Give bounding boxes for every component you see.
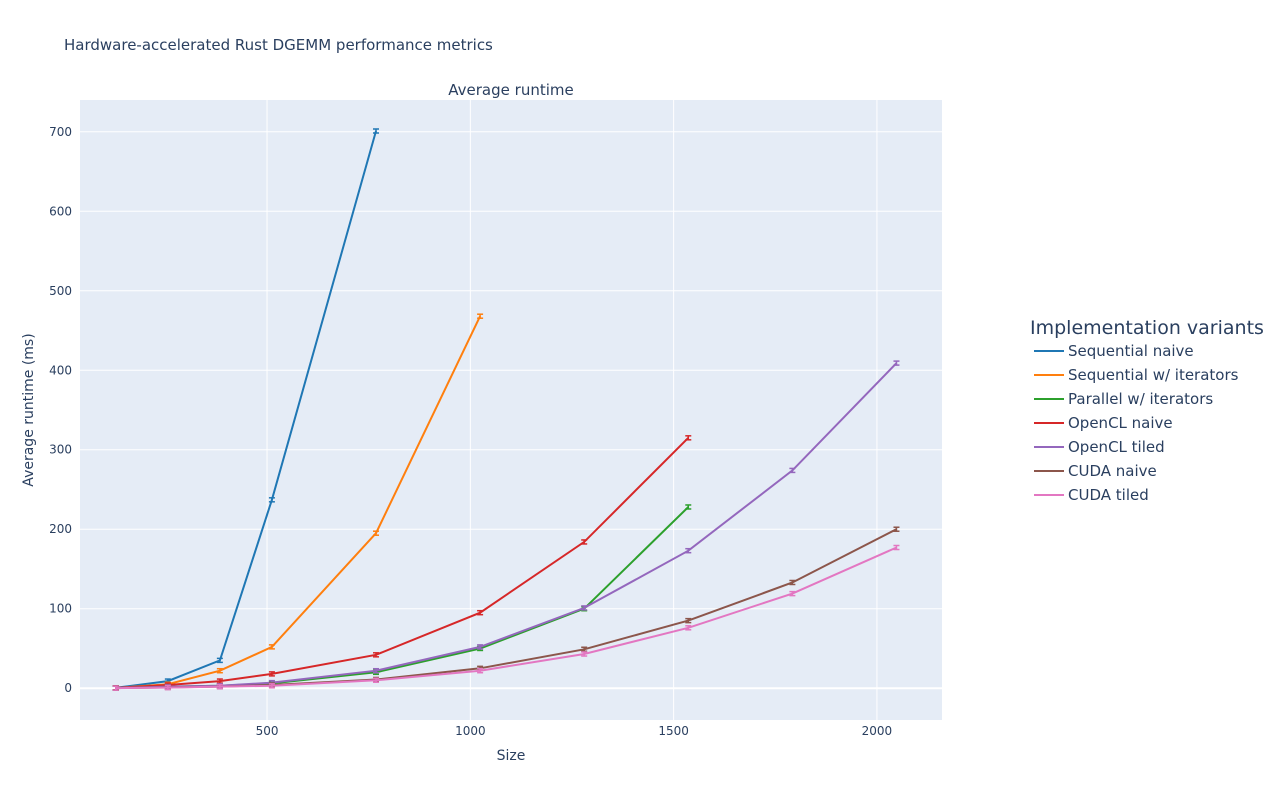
- legend-label: OpenCL tiled: [1068, 438, 1165, 456]
- data-point: [581, 605, 588, 611]
- data-point: [477, 667, 484, 674]
- y-tick-label: 400: [49, 363, 72, 377]
- data-point: [373, 128, 380, 134]
- data-point: [893, 360, 900, 366]
- data-point: [373, 667, 380, 674]
- x-tick-label: 1000: [455, 724, 486, 738]
- y-tick-label: 0: [64, 681, 72, 695]
- series-line: [115, 546, 897, 690]
- data-point: [685, 547, 692, 554]
- y-axis-label: Average runtime (ms): [21, 333, 37, 486]
- y-tick-label: 700: [49, 125, 72, 139]
- data-point: [268, 497, 275, 503]
- legend-item[interactable]: OpenCL naive: [1034, 414, 1173, 432]
- data-point: [216, 678, 223, 684]
- data-point: [789, 579, 796, 586]
- data-point: [789, 467, 796, 474]
- data-point: [373, 652, 380, 658]
- y-axis-ticks: 0 100 200 300 400 500 600 700: [49, 125, 72, 695]
- data-point: [685, 625, 692, 631]
- series-line: [115, 437, 690, 689]
- x-axis-ticks: 500 1000 1500 2000: [256, 724, 893, 738]
- x-axis-label: Size: [497, 748, 526, 764]
- data-point: [112, 685, 119, 691]
- legend-label: OpenCL naive: [1068, 414, 1173, 432]
- data-point: [477, 644, 484, 650]
- figure-title: Hardware-accelerated Rust DGEMM performa…: [64, 36, 493, 54]
- gridlines: [80, 100, 942, 720]
- legend-item[interactable]: OpenCL tiled: [1034, 438, 1165, 456]
- data-point: [268, 683, 275, 689]
- data-point: [581, 651, 588, 657]
- data-point: [581, 539, 588, 545]
- data-point: [216, 683, 223, 690]
- data-point: [216, 657, 223, 664]
- data-point: [581, 646, 588, 653]
- legend-item[interactable]: Parallel w/ iterators: [1034, 390, 1213, 408]
- data-point: [477, 609, 484, 616]
- y-tick-label: 300: [49, 443, 72, 457]
- data-point: [789, 590, 796, 597]
- x-tick-label: 1500: [658, 724, 689, 738]
- data-point: [685, 435, 692, 441]
- plot-area: [80, 100, 942, 720]
- legend-item[interactable]: CUDA naive: [1034, 462, 1157, 480]
- data-point: [216, 667, 223, 674]
- data-point: [373, 530, 380, 536]
- series-6: [112, 544, 900, 691]
- legend-item[interactable]: Sequential naive: [1034, 342, 1194, 360]
- series-layer: [112, 128, 900, 691]
- legend-label: Sequential naive: [1068, 342, 1194, 360]
- data-point: [268, 644, 275, 650]
- legend: Implementation variants Sequential naive…: [1030, 317, 1264, 504]
- data-point: [373, 677, 380, 684]
- legend-item[interactable]: Sequential w/ iterators: [1034, 366, 1239, 384]
- data-point: [477, 313, 484, 319]
- legend-item[interactable]: CUDA tiled: [1034, 486, 1149, 504]
- x-tick-label: 500: [256, 724, 279, 738]
- data-point: [164, 684, 171, 691]
- data-point: [268, 671, 275, 677]
- data-point: [685, 504, 692, 510]
- y-tick-label: 100: [49, 602, 72, 616]
- data-point: [893, 544, 900, 551]
- data-point: [893, 526, 900, 532]
- y-tick-label: 500: [49, 284, 72, 298]
- chart-title: Average runtime: [448, 81, 573, 99]
- y-tick-label: 600: [49, 204, 72, 218]
- legend-label: Parallel w/ iterators: [1068, 390, 1213, 408]
- y-tick-label: 200: [49, 522, 72, 536]
- legend-label: Sequential w/ iterators: [1068, 366, 1239, 384]
- data-point: [685, 617, 692, 624]
- legend-title: Implementation variants: [1030, 317, 1264, 339]
- x-tick-label: 2000: [862, 724, 893, 738]
- legend-label: CUDA tiled: [1068, 486, 1149, 504]
- legend-label: CUDA naive: [1068, 462, 1157, 480]
